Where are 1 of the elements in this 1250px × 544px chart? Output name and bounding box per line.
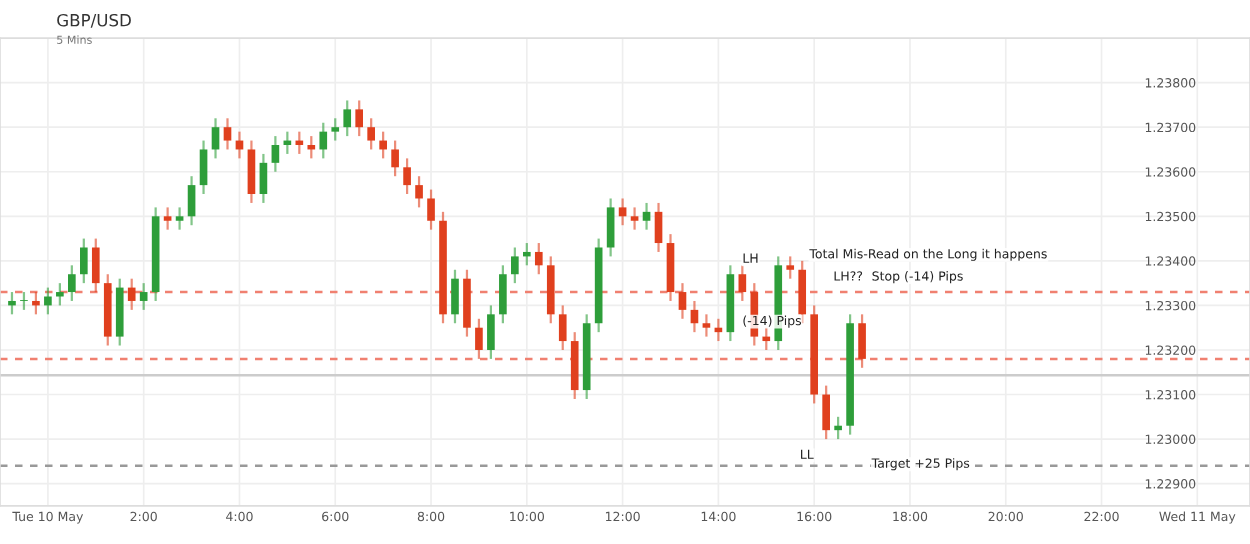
chart-title: GBP/USD [57, 13, 131, 28]
